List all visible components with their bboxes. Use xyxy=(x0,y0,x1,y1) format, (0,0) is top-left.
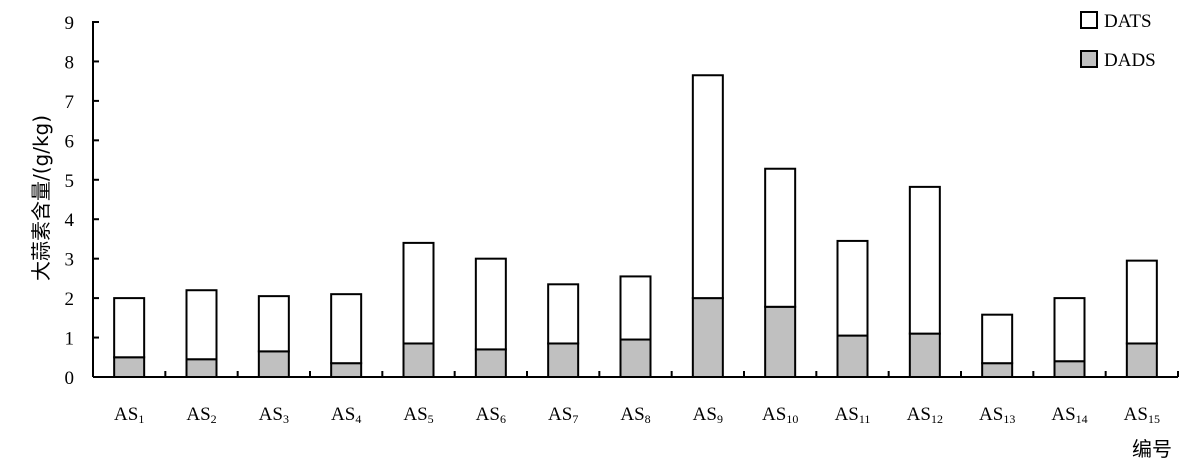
x-tick-label-3: AS3 xyxy=(259,404,289,426)
x-tick-label-12: AS12 xyxy=(907,404,943,426)
bar-dads-5 xyxy=(402,342,435,379)
bar-dads-2 xyxy=(185,358,218,378)
y-tick-label-9: 9 xyxy=(65,13,75,34)
bar-dads-7 xyxy=(547,342,580,379)
bar-dats-10 xyxy=(764,167,797,308)
bar-dats-9 xyxy=(691,74,724,300)
y-tick-label-2: 2 xyxy=(65,289,75,310)
bar-dads-9 xyxy=(691,297,724,378)
y-tick-label-6: 6 xyxy=(65,131,75,152)
bar-dads-11 xyxy=(836,334,869,379)
x-tick-label-6: AS6 xyxy=(476,404,506,426)
bar-dads-12 xyxy=(908,332,941,379)
legend-swatch-dads xyxy=(1080,50,1098,68)
bar-dats-1 xyxy=(113,297,146,359)
y-tick-label-8: 8 xyxy=(65,52,75,73)
y-axis-title: 大蒜素含量/(g/kg) xyxy=(29,115,53,281)
x-axis-title: 编号 xyxy=(1132,437,1172,461)
bar-dads-15 xyxy=(1125,342,1158,379)
bar-dats-14 xyxy=(1053,297,1086,363)
bar-dats-4 xyxy=(330,293,363,365)
bar-dads-14 xyxy=(1053,360,1086,379)
bar-dads-1 xyxy=(113,356,146,378)
x-tick-label-2: AS2 xyxy=(186,404,216,426)
bar-dats-11 xyxy=(836,239,869,337)
bar-dats-6 xyxy=(474,257,507,351)
bar-dads-3 xyxy=(257,350,290,379)
bar-dats-15 xyxy=(1125,259,1158,345)
x-tick-label-13: AS13 xyxy=(979,404,1015,426)
bar-dads-10 xyxy=(764,305,797,378)
x-tick-label-8: AS8 xyxy=(620,404,650,426)
y-tick-label-0: 0 xyxy=(65,368,75,389)
bar-dats-3 xyxy=(257,295,290,353)
legend: DATS DADS xyxy=(1080,11,1156,71)
bars-layer xyxy=(113,74,1158,379)
bar-dats-8 xyxy=(619,275,652,341)
x-tick-label-11: AS11 xyxy=(835,404,871,426)
labels-layer: 0 1 2 3 4 5 6 7 8 9 AS1 AS2 AS3 AS4 AS5 AS6 AS7 AS8 AS9 AS1… xyxy=(65,13,1160,426)
bar-dads-6 xyxy=(474,348,507,378)
legend-swatch-dats xyxy=(1080,11,1098,29)
legend-label-dads: DADS xyxy=(1104,50,1156,71)
x-tick-label-5: AS5 xyxy=(403,404,433,426)
bar-dads-13 xyxy=(981,362,1014,379)
x-tick-label-9: AS9 xyxy=(693,404,723,426)
x-tick-label-7: AS7 xyxy=(548,404,578,426)
bar-dats-13 xyxy=(981,313,1014,365)
x-tick-label-1: AS1 xyxy=(114,404,144,426)
x-tick-label-15: AS15 xyxy=(1124,404,1160,426)
x-tick-label-10: AS10 xyxy=(762,404,798,426)
bar-dats-5 xyxy=(402,241,435,345)
legend-label-dats: DATS xyxy=(1104,11,1152,32)
x-tick-label-4: AS4 xyxy=(331,404,361,426)
y-tick-label-1: 1 xyxy=(65,329,75,350)
bar-dats-12 xyxy=(908,185,941,335)
axes-layer xyxy=(92,21,1179,378)
bar-dads-8 xyxy=(619,338,652,378)
y-tick-label-3: 3 xyxy=(65,250,75,271)
y-tick-label-7: 7 xyxy=(65,92,75,113)
y-tick-label-5: 5 xyxy=(65,171,75,192)
y-tick-label-4: 4 xyxy=(65,210,75,231)
bar-dats-2 xyxy=(185,289,218,361)
bar-dats-7 xyxy=(547,283,580,345)
x-tick-label-14: AS14 xyxy=(1051,404,1087,426)
bar-dads-4 xyxy=(330,362,363,379)
